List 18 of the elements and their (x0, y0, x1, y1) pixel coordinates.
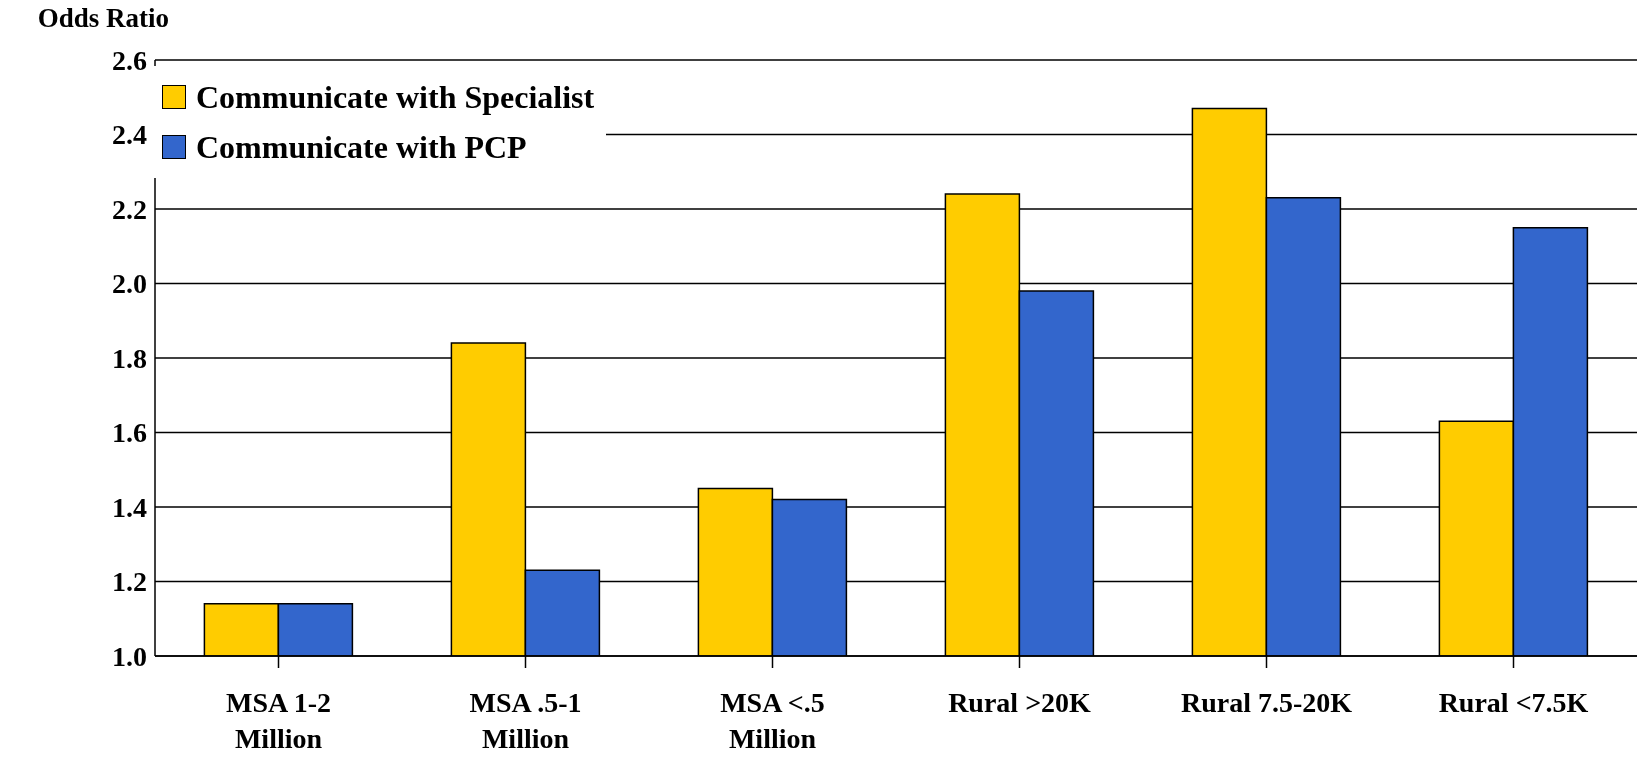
y-tick-label: 1.2 (112, 566, 147, 598)
y-tick-label: 2.6 (112, 44, 147, 76)
x-tick-label: Rural <7.5K (1438, 687, 1589, 718)
x-tick-label: MSA 1-2 Million (226, 687, 331, 754)
y-tick-label: 1.8 (112, 342, 147, 374)
y-tick-label: 2.4 (112, 119, 147, 151)
y-tick-label: 2.2 (112, 193, 147, 225)
y-tick-label: 2.0 (112, 268, 147, 300)
x-tick-label: Rural >20K (948, 687, 1092, 718)
x-tick-label: Rural 7.5-20K (1180, 687, 1353, 718)
legend-label: Communicate with Specialist (196, 78, 595, 117)
x-tick-label: MSA <.5 Million (720, 687, 825, 754)
y-tick-label: 1.6 (112, 417, 147, 449)
legend-label: Communicate with PCP (196, 128, 527, 167)
y-tick-label: 1.0 (112, 640, 147, 672)
y-tick-label: 1.4 (112, 491, 147, 523)
x-tick-label: MSA .5-1 Million (469, 687, 582, 754)
y-axis-title: Odds Ratio (37, 3, 169, 34)
